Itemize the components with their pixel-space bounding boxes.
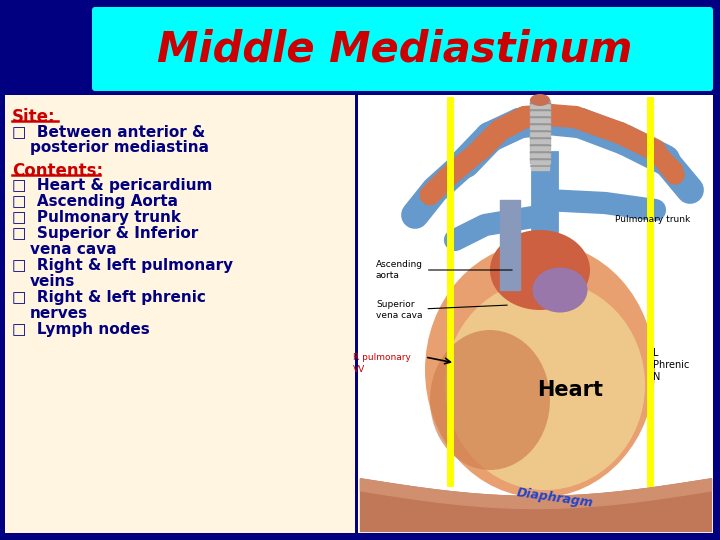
Ellipse shape bbox=[533, 267, 588, 313]
Text: □  Heart & pericardium: □ Heart & pericardium bbox=[12, 178, 212, 193]
Text: Site:: Site: bbox=[12, 108, 55, 126]
Text: Heart: Heart bbox=[537, 380, 603, 400]
Text: Middle Mediastinum: Middle Mediastinum bbox=[157, 29, 633, 71]
Ellipse shape bbox=[425, 242, 655, 497]
Ellipse shape bbox=[530, 94, 550, 106]
Text: veins: veins bbox=[30, 274, 76, 289]
Text: posterior mediastina: posterior mediastina bbox=[30, 140, 209, 155]
Text: L
Phrenic
N: L Phrenic N bbox=[653, 348, 689, 382]
Text: VV: VV bbox=[353, 365, 365, 374]
FancyBboxPatch shape bbox=[92, 7, 713, 91]
Text: Diaphragm: Diaphragm bbox=[516, 486, 594, 510]
Text: Contents:: Contents: bbox=[12, 162, 103, 180]
Text: Pulmonary trunk: Pulmonary trunk bbox=[615, 215, 690, 225]
Text: □  Lymph nodes: □ Lymph nodes bbox=[12, 322, 150, 337]
Ellipse shape bbox=[445, 280, 645, 490]
Text: □  Pulmonary trunk: □ Pulmonary trunk bbox=[12, 210, 181, 225]
Text: □  Right & left phrenic: □ Right & left phrenic bbox=[12, 290, 206, 305]
Text: nerves: nerves bbox=[30, 306, 88, 321]
Text: R pulmonary: R pulmonary bbox=[353, 353, 411, 362]
Text: Ascending
aorta: Ascending aorta bbox=[376, 260, 512, 280]
FancyBboxPatch shape bbox=[5, 95, 355, 533]
Ellipse shape bbox=[490, 230, 590, 310]
Text: □  Ascending Aorta: □ Ascending Aorta bbox=[12, 194, 178, 209]
Ellipse shape bbox=[430, 330, 550, 470]
Text: Superior
vena cava: Superior vena cava bbox=[376, 300, 507, 320]
Text: □  Superior & Inferior: □ Superior & Inferior bbox=[12, 226, 198, 241]
FancyBboxPatch shape bbox=[358, 95, 713, 533]
Text: vena cava: vena cava bbox=[30, 242, 117, 257]
Text: □  Right & left pulmonary: □ Right & left pulmonary bbox=[12, 258, 233, 273]
Text: □  Between anterior &: □ Between anterior & bbox=[12, 124, 205, 139]
